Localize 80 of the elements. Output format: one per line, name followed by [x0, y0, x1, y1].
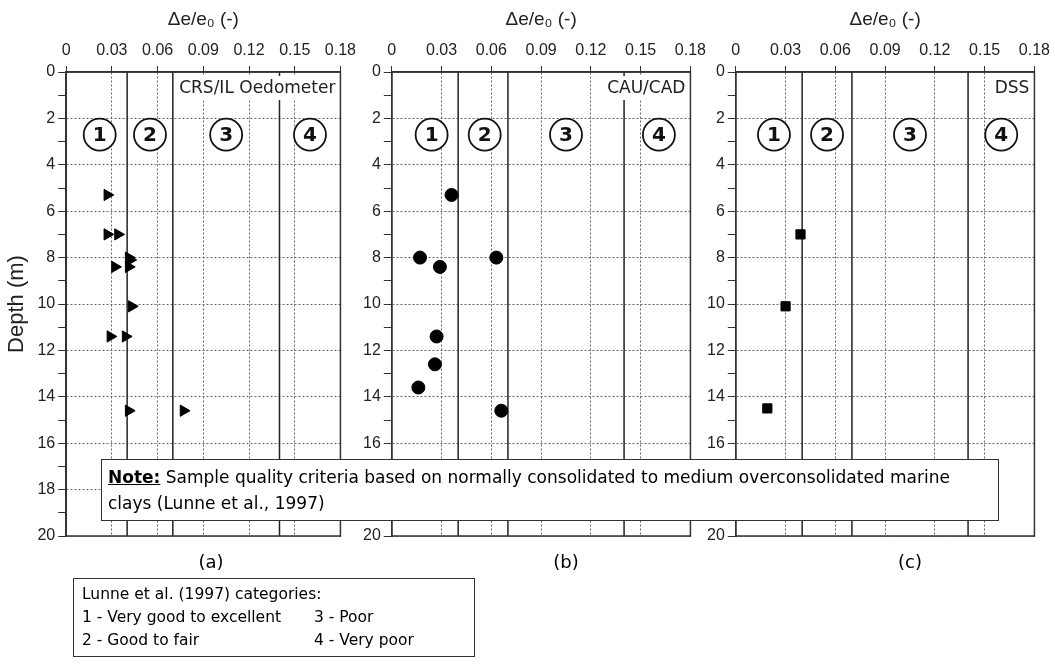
y-tick-label: 0 [371, 62, 381, 80]
y-tick-label: 14 [363, 387, 381, 405]
annotation: 4 [994, 121, 1009, 146]
y-tick-label: 4 [46, 155, 56, 173]
x-axis-title: Δe/e₀ (-) [505, 7, 577, 29]
y-tick-label: 18 [37, 480, 56, 498]
y-tick-label: 6 [46, 201, 56, 219]
x-tick-label: 0.06 [142, 40, 174, 58]
y-tick-label: 12 [707, 340, 725, 358]
text: 1 - Very good to excellent [82, 607, 283, 628]
x-tick-label: 0.12 [919, 40, 951, 58]
x-tick-label: 0.03 [426, 40, 458, 58]
x-tick-label: 0.09 [187, 40, 219, 58]
text: (a) [197, 551, 225, 572]
x-tick-label: 0.18 [674, 40, 707, 58]
y-tick-label: 2 [371, 108, 381, 126]
x-tick-label: 0.06 [819, 40, 852, 58]
annotation: 3 [903, 121, 917, 146]
x-tick-label: 0.09 [869, 40, 901, 58]
y-tick-label: 10 [37, 294, 56, 312]
x-axis-title: Δe/e₀ (-) [167, 7, 239, 29]
x-tick-label: 0.03 [96, 40, 128, 58]
x-tick-label: 0.06 [475, 40, 508, 58]
y-tick-label: 20 [363, 526, 381, 544]
y-tick-label: 8 [371, 248, 381, 266]
y-tick-label: 2 [715, 108, 725, 126]
y-tick-label: 14 [37, 387, 56, 405]
text: 3 - Poor [314, 607, 375, 628]
y-tick-label: 6 [715, 201, 725, 219]
y-tick-label: 0 [46, 62, 56, 80]
y-tick-label: 16 [363, 433, 381, 451]
x-tick-label: 0.12 [233, 40, 265, 58]
y-tick-label: 20 [707, 526, 725, 544]
x-tick-label: 0.15 [625, 40, 657, 58]
annotation: DSS [994, 77, 1030, 98]
x-tick-label: 0.15 [969, 40, 1001, 58]
y-tick-label: 16 [37, 433, 56, 451]
x-tick-label: 0.15 [279, 40, 311, 58]
annotation: 3 [219, 121, 234, 146]
text: 2 - Good to fair [82, 630, 201, 651]
y-tick-label: 0 [715, 62, 725, 80]
annotation: CRS/IL Oedometer [179, 77, 336, 98]
y-tick-label: 10 [707, 294, 725, 312]
y-tick-label: 20 [37, 526, 56, 544]
x-tick-label: 0.09 [525, 40, 557, 58]
y-tick-label: 8 [46, 248, 56, 266]
note-box: Note: Sample quality criteria based on normally consolidated to medium overconsolidated marine clays (Lunne et al., 1997) [101, 459, 999, 521]
annotation: 2 [477, 121, 492, 146]
annotation: 4 [303, 121, 317, 146]
annotation: 1 [766, 121, 781, 146]
annotation: 1 [92, 121, 107, 146]
x-tick-label: 0 [387, 40, 397, 58]
y-tick-label: 12 [363, 340, 381, 358]
annotation: 2 [820, 121, 835, 146]
y-tick-label: 6 [371, 201, 381, 219]
annotation: 1 [424, 121, 439, 146]
annotation: 2 [143, 121, 157, 146]
x-axis-title: Δe/e₀ (-) [849, 7, 921, 29]
y-tick-label: 16 [707, 433, 725, 451]
y-tick-label: 12 [37, 340, 56, 358]
y-tick-label: 4 [715, 155, 725, 173]
text: Lunne et al. (1997) categories: [82, 584, 323, 605]
annotation: CAU/CAD [607, 77, 686, 98]
x-tick-label: 0 [731, 40, 741, 58]
text: (c) [897, 551, 923, 572]
y-tick-label: 8 [715, 248, 725, 266]
annotation: 3 [559, 121, 573, 146]
annotation: 4 [651, 121, 666, 146]
y-axis-title: Depth (m) [3, 255, 29, 353]
x-tick-label: 0.12 [575, 40, 607, 58]
text: 4 - Very poor [314, 630, 415, 651]
x-tick-label: 0.18 [324, 40, 357, 58]
text: (b) [552, 551, 580, 572]
x-tick-label: 0.03 [770, 40, 802, 58]
x-tick-label: 0 [61, 40, 71, 58]
y-tick-label: 10 [363, 294, 381, 312]
x-tick-label: 0.18 [1018, 40, 1051, 58]
y-tick-label: 4 [371, 155, 381, 173]
y-tick-label: 14 [707, 387, 725, 405]
y-tick-label: 2 [46, 108, 56, 126]
